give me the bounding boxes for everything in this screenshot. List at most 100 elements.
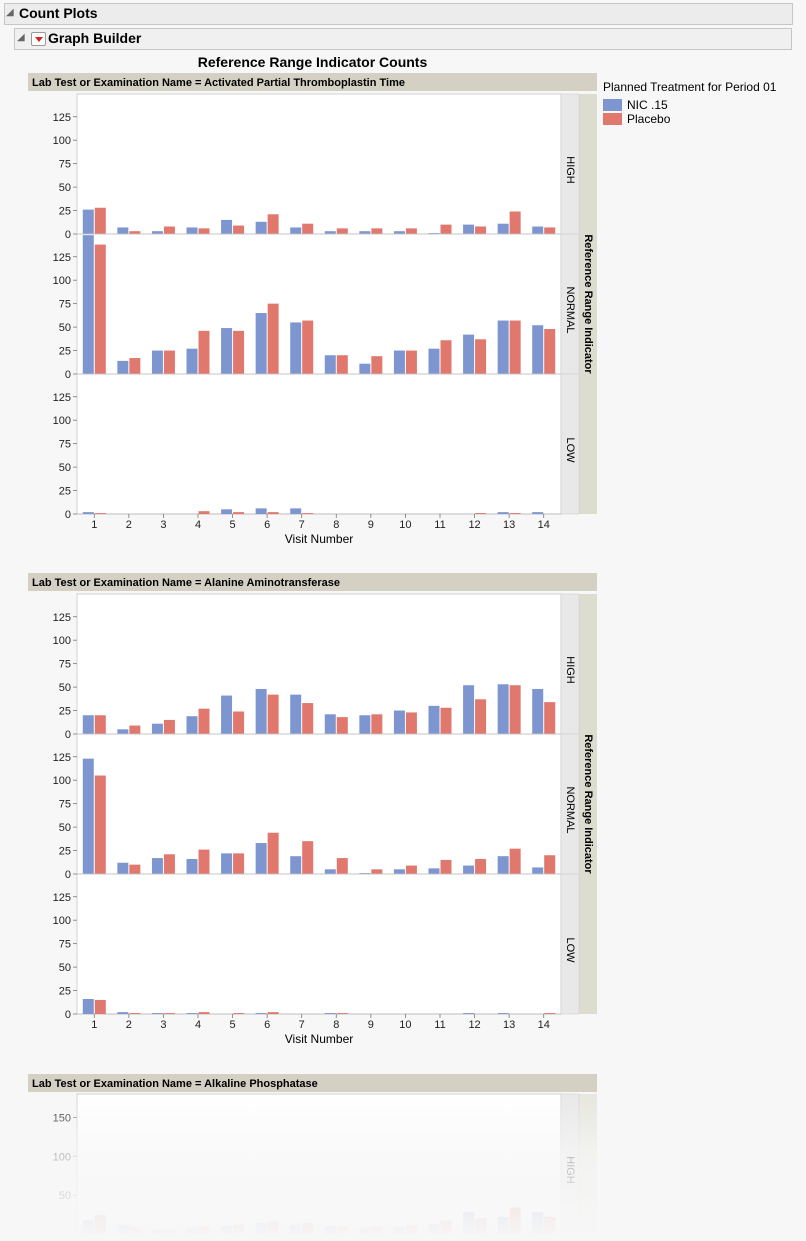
red-triangle-menu-icon[interactable] [31,32,46,46]
bar-nic [532,867,544,874]
bar-placebo [371,869,383,874]
x-tick-label: 2 [126,1019,132,1031]
bar-placebo [163,1013,175,1014]
bar-nic [393,710,405,734]
y-tick-label: 125 [53,892,71,904]
bar-placebo [544,702,556,734]
bar-nic [393,869,405,874]
collapse-triangle-icon[interactable]: ◢ [17,32,25,43]
x-tick-label: 8 [333,519,339,531]
x-tick-label: 13 [503,519,515,531]
bar-placebo [405,350,417,374]
bar-nic [255,508,267,514]
row-label-high: HIGH [564,656,576,684]
y-tick-label: 50 [59,462,71,474]
bar-nic [117,1012,129,1014]
row-label-normal: NORMAL [564,786,576,833]
bar-placebo [198,330,210,374]
bar-nic [393,231,405,234]
y-tick-label: 0 [65,729,71,741]
x-tick-label: 13 [503,1019,515,1031]
bar-placebo [163,226,175,234]
bar-placebo [302,703,314,734]
bar-nic [428,868,440,874]
bar-placebo [509,320,521,374]
x-tick-label: 12 [468,519,480,531]
bar-placebo [475,226,487,234]
bar-placebo [267,1012,279,1014]
y-tick-label: 0 [65,1009,71,1021]
y-label-strip [579,594,597,1014]
bar-placebo [371,228,383,234]
bar-placebo [129,1013,141,1014]
bar-nic [255,221,267,234]
bar-placebo [544,855,556,874]
x-tick-label: 4 [195,519,201,531]
bar-placebo [440,340,452,374]
bar-nic [428,348,440,374]
y-tick-label: 25 [59,986,71,998]
bar-nic [497,684,509,734]
bar-nic [532,325,544,374]
y-tick-label: 0 [65,509,71,521]
bar-nic [221,219,233,234]
row-label-high: HIGH [564,156,576,184]
y-tick-label: 100 [53,415,71,427]
panel-header [28,573,597,591]
y-tick-label: 75 [59,439,71,451]
x-axis-label: Visit Number [285,532,353,546]
bar-nic [532,226,544,234]
x-tick-label: 9 [368,519,374,531]
bar-nic [324,869,336,874]
y-tick-label: 25 [59,486,71,498]
x-tick-label: 1 [91,1019,97,1031]
bar-placebo [198,511,210,514]
bar-placebo [267,832,279,874]
bar-placebo [544,1013,556,1014]
y-tick-label: 125 [53,252,71,264]
legend-item-nic: NIC .15 [603,98,776,112]
bar-nic [82,235,94,374]
bar-placebo [544,328,556,374]
bar-placebo [302,223,314,234]
y-tick-label: 75 [59,159,71,171]
bar-placebo [509,685,521,734]
y-tick-label: 75 [59,299,71,311]
bar-nic [497,320,509,374]
bar-placebo [509,513,521,514]
bar-placebo [544,227,556,234]
graph-builder-header[interactable] [14,28,792,50]
y-tick-label: 100 [53,915,71,927]
bar-nic [290,508,302,514]
bar-nic [151,231,163,234]
bar-placebo [94,207,106,234]
bar-nic [117,729,129,734]
bar-placebo [129,358,141,374]
bar-nic [255,313,267,374]
x-tick-label: 10 [399,519,411,531]
count-plots-header[interactable] [4,3,793,25]
collapse-triangle-icon[interactable]: ◢ [6,7,14,18]
bar-placebo [475,699,487,734]
bar-placebo [129,725,141,734]
bar-nic [255,688,267,734]
panel-title: Lab Test or Examination Name = Alkaline … [32,1078,318,1090]
x-tick-label: 10 [399,1019,411,1031]
bar-placebo [233,853,245,874]
x-tick-label: 8 [333,1019,339,1031]
bar-nic [324,231,336,234]
bar-nic [497,856,509,874]
bar-placebo [405,712,417,734]
bar-nic [324,714,336,734]
row-label-normal: NORMAL [564,286,576,333]
legend-swatch-placebo [603,113,622,125]
x-tick-label: 2 [126,519,132,531]
y-tick-label: 125 [53,752,71,764]
bar-placebo [475,513,487,514]
y-tick-label: 100 [53,775,71,787]
bar-nic [463,685,475,734]
bar-nic [82,512,94,514]
bar-placebo [302,320,314,374]
bar-nic [186,348,198,374]
bar-nic [117,862,129,874]
